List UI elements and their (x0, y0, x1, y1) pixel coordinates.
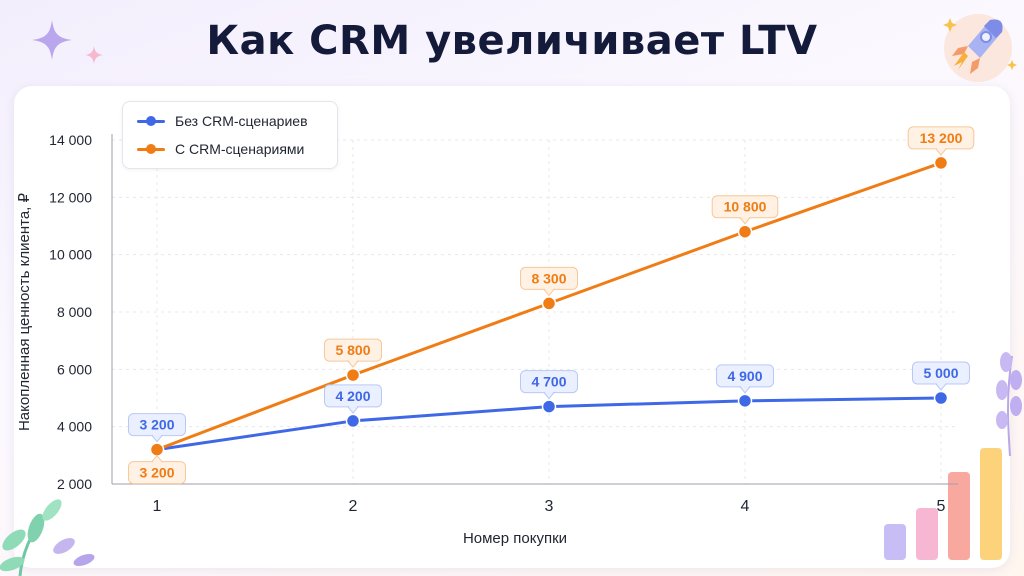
data-label: 8 300 (520, 266, 578, 297)
data-label: 5 800 (324, 338, 382, 368)
series-lines (149, 155, 949, 457)
svg-text:4 900: 4 900 (727, 368, 762, 384)
x-tick-label: 3 (545, 498, 554, 515)
x-tick-label: 4 (741, 498, 750, 515)
rocket-icon (943, 14, 1017, 82)
lavender-icon (996, 352, 1022, 456)
sparkle-icon (32, 20, 103, 64)
data-point (737, 393, 753, 409)
svg-text:5 000: 5 000 (923, 365, 958, 381)
y-tick-label: 6 000 (57, 361, 92, 377)
y-tick-label: 14 000 (49, 132, 92, 148)
y-tick-label: 12 000 (49, 189, 92, 205)
x-tick-label: 1 (153, 498, 162, 515)
legend-swatch (137, 143, 165, 155)
svg-text:4 700: 4 700 (531, 374, 566, 390)
legend-swatch (137, 115, 165, 127)
data-point (933, 155, 949, 171)
data-point (149, 442, 165, 457)
data-label: 3 200 (128, 454, 186, 485)
data-point (345, 413, 361, 429)
svg-text:4 200: 4 200 (335, 388, 370, 404)
svg-text:5 800: 5 800 (335, 342, 370, 358)
svg-text:13 200: 13 200 (920, 130, 963, 146)
data-label: 13 200 (907, 126, 975, 156)
grid (112, 139, 958, 484)
axes: 2 000 4 000 6 000 8 000 10 000 12 000 14 000 1 2… (49, 132, 958, 515)
data-label: 4 900 (716, 364, 774, 394)
data-point (541, 296, 557, 311)
legend-item-without-crm: Без CRM-сценариев (137, 111, 308, 131)
y-tick-label: 8 000 (57, 304, 92, 320)
svg-text:8 300: 8 300 (531, 270, 566, 286)
data-point (541, 399, 557, 414)
x-tick-label: 5 (937, 498, 946, 515)
x-tick-label: 2 (349, 498, 358, 515)
y-tick-label: 4 000 (57, 419, 92, 435)
data-label: 3 200 (128, 413, 186, 443)
legend-item-with-crm: С CRM-сценариями (137, 139, 304, 159)
legend-label: С CRM-сценариями (175, 141, 305, 157)
legend-label: Без CRM-сценариев (175, 113, 308, 129)
data-label: 4 200 (324, 384, 382, 414)
data-label: 5 000 (912, 361, 970, 391)
svg-text:3 200: 3 200 (139, 417, 174, 433)
chart-legend: Без CRM-сценариев С CRM-сценариями (122, 101, 338, 169)
leaf-icon (0, 499, 95, 576)
svg-text:3 200: 3 200 (139, 465, 174, 481)
y-tick-label: 10 000 (49, 247, 92, 263)
data-point (933, 390, 949, 406)
data-label: 10 800 (711, 195, 779, 225)
y-axis-label: Накопленная ценность клиента, ₽ (16, 192, 33, 431)
x-axis-label: Номер покупки (463, 530, 567, 547)
data-label: 4 700 (520, 370, 578, 400)
data-point (737, 224, 753, 239)
chart-title: Как CRM увеличивает LTV (206, 18, 818, 64)
svg-text:10 800: 10 800 (724, 199, 767, 215)
bar-chart-icon (884, 448, 1002, 560)
data-labels: 3 200 4 200 4 700 4 900 5 000 3 200 5 800 8 300… (128, 126, 975, 485)
y-tick-label: 2 000 (57, 476, 92, 492)
data-point (345, 367, 361, 383)
